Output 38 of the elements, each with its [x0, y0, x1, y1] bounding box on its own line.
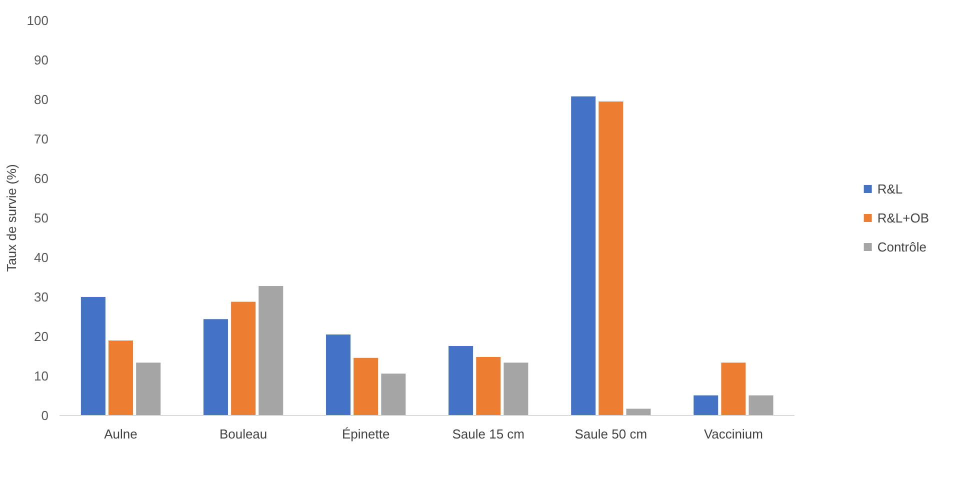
bar	[721, 362, 746, 416]
y-tick-label: 20	[34, 329, 49, 344]
bar	[448, 346, 474, 416]
y-tick-label: 80	[34, 92, 49, 107]
y-tick-label: 10	[34, 368, 49, 384]
bar	[476, 357, 501, 416]
bar	[108, 340, 134, 416]
x-tick-label: Saule 15 cm	[452, 426, 525, 442]
x-tick-label: Aulne	[104, 426, 138, 442]
bar	[136, 362, 161, 416]
bar	[504, 362, 528, 416]
bar	[598, 101, 624, 416]
y-tick-label: 90	[34, 52, 49, 68]
y-tick-label: 70	[34, 132, 49, 146]
x-tick-label: Bouleau	[219, 426, 268, 442]
legend-label: R&L	[877, 181, 903, 196]
legend-label: Contrôle	[877, 239, 926, 254]
y-tick-label: 50	[34, 210, 49, 226]
bar	[231, 302, 256, 416]
bar	[694, 395, 718, 416]
y-axis-title: Taux de survie (%)	[4, 164, 19, 272]
y-tick-label: 100	[26, 13, 49, 28]
bar	[381, 374, 406, 416]
y-tick-label: 40	[34, 250, 49, 265]
bar	[80, 297, 106, 416]
y-tick-label: 0	[41, 408, 49, 423]
y-tick-label: 60	[34, 171, 49, 186]
x-tick-label: Saule 50 cm	[574, 426, 648, 442]
x-tick-label: Épinette	[342, 426, 390, 442]
bar	[326, 334, 351, 416]
legend-label: R&L+OB	[877, 210, 929, 225]
bar	[354, 358, 378, 416]
bar	[203, 319, 228, 416]
bar	[258, 286, 284, 416]
y-tick-label: 30	[34, 290, 49, 304]
bar	[748, 395, 774, 416]
x-tick-label: Vaccinium	[704, 426, 763, 442]
bar	[571, 96, 596, 416]
